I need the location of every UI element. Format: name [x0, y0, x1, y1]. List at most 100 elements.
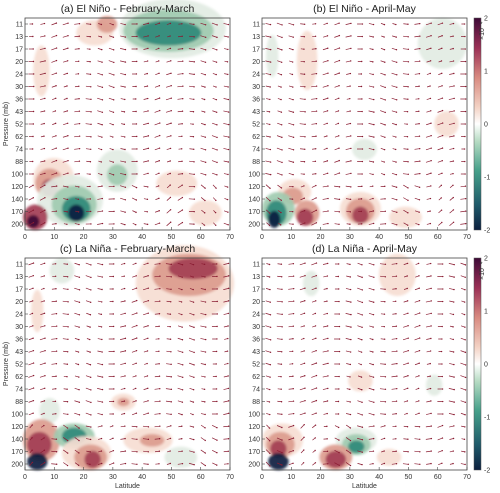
- wind-arrow-head: [193, 210, 195, 213]
- wind-arrow-head: [66, 60, 69, 62]
- wind-arrow-head: [396, 375, 398, 377]
- wind-arrow-head: [193, 451, 195, 453]
- wind-arrow-head: [452, 437, 455, 440]
- wind-arrow: [322, 350, 329, 353]
- y-tick-label: 140: [11, 196, 23, 203]
- wind-arrow-head: [124, 223, 126, 226]
- wind-arrow-head: [315, 262, 318, 264]
- wind-arrow-head: [407, 86, 409, 88]
- wind-arrow-head: [349, 376, 351, 378]
- wind-arrow: [299, 85, 305, 88]
- wind-arrow-head: [314, 312, 317, 315]
- wind-arrow-head: [146, 60, 149, 62]
- wind-arrow: [460, 412, 466, 416]
- wind-arrow-head: [453, 72, 455, 75]
- wind-arrow: [368, 148, 374, 150]
- wind-arrow-head: [338, 59, 341, 62]
- wind-arrow: [391, 185, 397, 188]
- wind-arrow-head: [43, 275, 46, 277]
- wind-arrow-head: [66, 263, 69, 265]
- wind-arrow: [425, 325, 432, 328]
- wind-arrow-head: [395, 463, 398, 465]
- wind-arrow-head: [407, 312, 409, 314]
- wind-arrow: [368, 223, 374, 225]
- wind-arrow-head: [32, 287, 34, 289]
- wind-arrow: [120, 438, 126, 440]
- wind-arrow-head: [32, 184, 34, 187]
- wind-arrow: [391, 375, 397, 378]
- wind-arrow: [414, 425, 420, 428]
- wind-arrow: [177, 387, 183, 391]
- wind-arrow-head: [147, 97, 149, 100]
- wind-arrow-head: [181, 173, 184, 175]
- wind-arrow-head: [430, 159, 432, 162]
- wind-arrow: [299, 375, 305, 378]
- wind-arrow: [277, 60, 282, 63]
- wind-arrow: [460, 400, 466, 403]
- wind-arrow: [379, 263, 386, 265]
- wind-arrow-head: [227, 275, 230, 277]
- wind-arrow-head: [464, 264, 467, 266]
- wind-arrow-head: [32, 110, 35, 113]
- wind-arrow-head: [292, 375, 294, 377]
- wind-arrow: [334, 60, 340, 63]
- y-tick-label: 62: [15, 134, 23, 141]
- wind-arrow-head: [147, 312, 149, 314]
- wind-arrow: [154, 313, 160, 315]
- wind-arrow-head: [269, 440, 271, 442]
- wind-arrow: [276, 462, 283, 466]
- wind-arrow-head: [204, 123, 206, 126]
- wind-arrow: [189, 312, 194, 316]
- wind-arrow-head: [419, 172, 421, 175]
- wind-arrow-head: [314, 160, 317, 163]
- wind-arrow-head: [452, 147, 455, 150]
- wind-arrow-head: [169, 338, 172, 340]
- x-tick-label: 60: [434, 234, 442, 241]
- wind-arrow-head: [158, 60, 160, 62]
- wind-arrow: [131, 287, 137, 291]
- y-tick-label: 200: [11, 221, 23, 228]
- wind-arrow-head: [360, 376, 363, 378]
- wind-arrow-head: [180, 301, 183, 303]
- wind-arrow: [288, 172, 294, 176]
- wind-arrow: [311, 387, 317, 391]
- wind-arrow-head: [338, 338, 341, 340]
- wind-arrow-head: [326, 122, 328, 125]
- wind-arrow-head: [216, 275, 218, 278]
- wind-arrow-head: [170, 351, 172, 353]
- wind-arrow: [288, 450, 294, 453]
- wind-arrow-head: [227, 161, 230, 163]
- wind-arrow: [357, 412, 363, 416]
- wind-arrow-head: [113, 210, 115, 213]
- wind-arrow-head: [337, 413, 340, 415]
- wind-arrow-head: [281, 439, 283, 441]
- wind-arrow: [322, 338, 328, 340]
- wind-arrow: [51, 363, 57, 365]
- wind-arrow-head: [407, 199, 409, 202]
- wind-arrow-head: [44, 47, 46, 50]
- wind-arrow: [40, 110, 45, 113]
- wind-arrow: [154, 275, 160, 278]
- wind-arrow: [357, 287, 363, 291]
- wind-arrow: [28, 222, 34, 226]
- wind-arrow: [265, 148, 271, 150]
- wind-arrow-head: [227, 123, 230, 126]
- wind-arrow-head: [269, 86, 271, 88]
- wind-arrow: [357, 400, 363, 403]
- wind-arrow-head: [55, 185, 58, 187]
- wind-arrow-head: [215, 111, 218, 113]
- x-tick-label: 10: [287, 234, 295, 241]
- wind-arrow-head: [292, 48, 294, 51]
- wind-arrow-head: [269, 173, 272, 176]
- wind-arrow-head: [90, 414, 92, 416]
- wind-arrow-head: [89, 451, 92, 453]
- wind-arrow: [143, 173, 149, 175]
- wind-arrow-head: [338, 439, 340, 441]
- wind-arrow-head: [372, 301, 375, 303]
- wind-arrow-head: [227, 300, 230, 302]
- wind-arrow-head: [169, 147, 172, 150]
- wind-arrow-head: [406, 111, 409, 113]
- wind-arrow-head: [43, 147, 46, 150]
- wind-arrow-head: [463, 438, 466, 441]
